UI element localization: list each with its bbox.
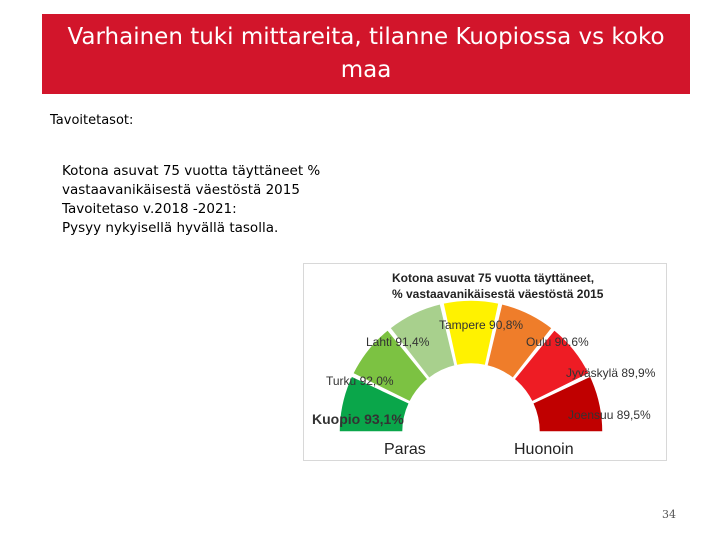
gauge-segment-turku bbox=[351, 328, 430, 403]
gauge-label-tampere: Tampere 90,8% bbox=[439, 318, 523, 332]
gauge-segments bbox=[338, 299, 604, 433]
gauge-label-kuopio: Kuopio 93,1% bbox=[312, 411, 404, 427]
worst-label: Huonoin bbox=[514, 441, 574, 458]
chart-title-line-2: % vastaavanikäisestä väestöstä 2015 bbox=[392, 287, 604, 301]
gauge-chart: Kotona asuvat 75 vuotta täyttäneet, % va… bbox=[303, 263, 667, 461]
gauge-label-joensuu: Joensuu 89,5% bbox=[568, 408, 651, 422]
gauge-label-oulu: Oulu 90.6% bbox=[526, 335, 589, 349]
gauge-labels: Kuopio 93,1% Turku 92,0% Lahti 91,4% Tamper… bbox=[312, 318, 656, 427]
body-line: Pysyy nykyisellä hyvällä tasolla. bbox=[62, 220, 279, 236]
title-bar: Varhainen tuki mittareita, tilanne Kuopi… bbox=[42, 14, 690, 94]
gauge-label-turku: Turku 92,0% bbox=[326, 374, 394, 388]
chart-title-line-1: Kotona asuvat 75 vuotta täyttäneet, bbox=[392, 271, 594, 285]
gauge-label-jyväskylä: Jyväskylä 89,9% bbox=[566, 366, 656, 380]
body-line: vastaavanikäisestä väestöstä 2015 bbox=[62, 182, 300, 198]
gauge-label-lahti: Lahti 91,4% bbox=[366, 335, 430, 349]
slide-title: Varhainen tuki mittareita, tilanne Kuopi… bbox=[67, 24, 665, 83]
gauge-segment-jyväskylä bbox=[512, 328, 591, 403]
gauge-segment-tampere bbox=[442, 299, 500, 367]
gauge-chart-svg: Kotona asuvat 75 vuotta täyttäneet, % va… bbox=[312, 271, 656, 458]
body-text: Kotona asuvat 75 vuotta täyttäneet % vas… bbox=[62, 162, 320, 238]
gauge-segment-joensuu bbox=[531, 374, 604, 433]
gauge-segment-kuopio bbox=[338, 374, 411, 433]
page-number: 34 bbox=[662, 508, 676, 521]
body-line: Tavoitetaso v.2018 -2021: bbox=[62, 201, 237, 217]
subheading: Tavoitetasot: bbox=[50, 113, 134, 128]
gauge-segment-lahti bbox=[388, 302, 457, 380]
gauge-segment-oulu bbox=[485, 302, 554, 380]
best-label: Paras bbox=[384, 441, 426, 458]
body-line: Kotona asuvat 75 vuotta täyttäneet % bbox=[62, 163, 321, 179]
